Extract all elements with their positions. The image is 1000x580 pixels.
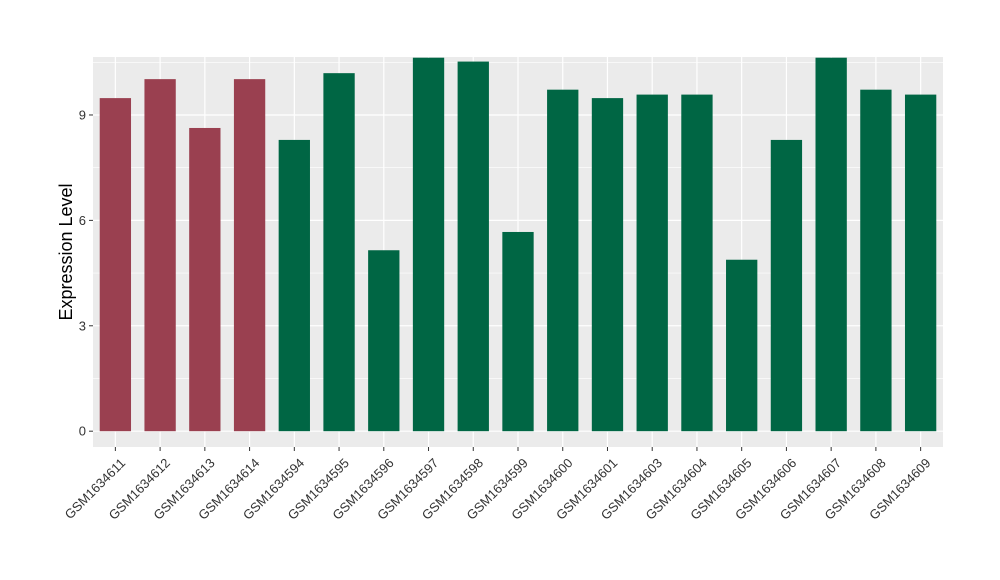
bar-GSM1634598 xyxy=(457,61,489,432)
y-tick-label: 9 xyxy=(79,107,86,122)
bar-GSM1634596 xyxy=(368,250,400,432)
bar-GSM1634600 xyxy=(547,89,579,432)
bar-GSM1634597 xyxy=(412,57,445,432)
bar-GSM1634613 xyxy=(189,127,221,432)
y-tick-label: 3 xyxy=(79,318,86,333)
bars xyxy=(99,57,937,432)
bar-GSM1634601 xyxy=(591,98,624,432)
y-axis-title: Expression Level xyxy=(56,183,76,320)
y-axis: 0 3 6 9 xyxy=(79,107,93,439)
bar-GSM1634603 xyxy=(636,94,668,432)
bar-GSM1634611 xyxy=(99,98,132,432)
bar-GSM1634594 xyxy=(278,139,310,432)
bar-GSM1634614 xyxy=(233,79,266,432)
bar-GSM1634609 xyxy=(904,94,937,432)
y-tick-label: 0 xyxy=(79,424,86,439)
bar-GSM1634612 xyxy=(144,79,176,432)
bar-GSM1634606 xyxy=(770,139,803,432)
y-tick-label: 6 xyxy=(79,213,86,228)
bar-GSM1634608 xyxy=(860,89,892,432)
bar-GSM1634604 xyxy=(681,94,713,432)
bar-GSM1634605 xyxy=(726,259,758,432)
bar-GSM1634599 xyxy=(502,231,534,432)
bar-GSM1634607 xyxy=(815,57,847,432)
x-axis: GSM1634611GSM1634612GSM1634613GSM1634614… xyxy=(62,447,934,523)
bar-GSM1634595 xyxy=(323,73,355,432)
